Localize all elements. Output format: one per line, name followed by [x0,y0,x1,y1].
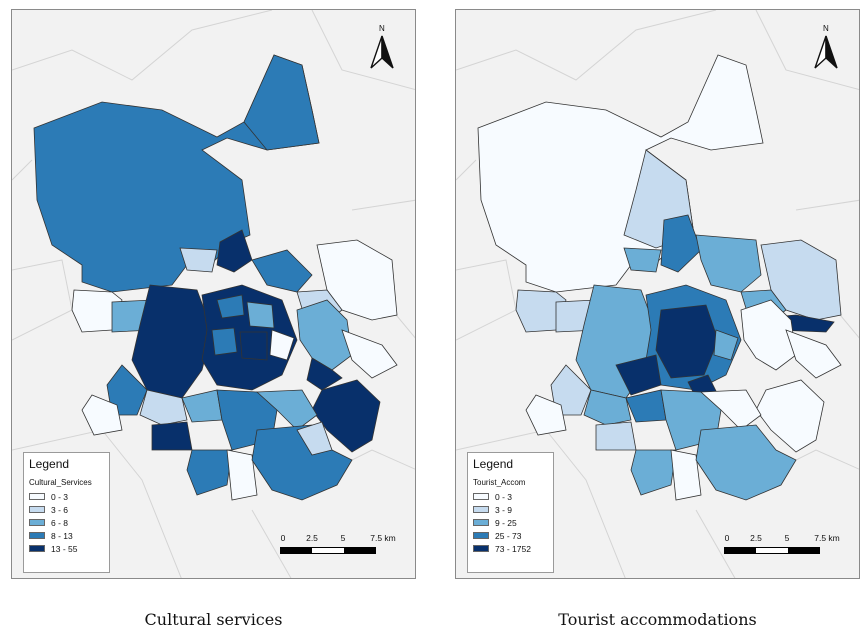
north-label: N [823,24,829,33]
legend-item: 8 - 13 [29,529,109,542]
legend-label: 9 - 25 [495,517,517,528]
district-e1 [740,299,797,371]
legend-title: Legend [473,457,514,471]
district-c1 [216,294,245,319]
scale-bar: 0 2.5 5 7.5 km [724,533,840,559]
legend-swatch [473,493,489,500]
choropleth-map [456,10,859,578]
scale-bar: 0 2.5 5 7.5 km [280,533,396,559]
legend-item: 73 - 1752 [473,542,553,555]
district-s2 [256,389,318,431]
legend-label: 73 - 1752 [495,543,531,554]
district-c4 [211,327,238,356]
scale-tick-label: 5 [340,533,346,543]
map-panel-cultural-services: N Legend Cultural_Services 0 - 3 3 - 6 6… [11,9,416,579]
legend-item: 13 - 55 [29,542,109,555]
legend-swatch [473,532,489,539]
district-sw5 [181,389,223,423]
district-nc1 [660,214,702,273]
legend-swatch [29,506,45,513]
scale-tick-label: 7.5 km [814,533,840,543]
district-sw3 [139,389,188,426]
district-c3 [713,329,739,361]
legend-label: 0 - 3 [51,491,69,502]
district-c3 [269,329,295,361]
legend-label: 25 - 73 [495,530,522,541]
district-s2 [700,389,762,431]
legend-label: 8 - 13 [51,530,73,541]
district-sw1 [106,364,148,416]
scale-tick-label: 5 [784,533,790,543]
map-panel-tourist-accommodations: N Legend Tourist_Accom 0 - 3 3 - 9 9 - 2… [455,9,860,579]
north-arrow-icon [370,35,394,69]
legend-label: 0 - 3 [495,491,513,502]
north-arrow-icon [814,35,838,69]
caption-cultural-services: Cultural services [144,610,283,629]
district-s3 [630,449,677,496]
district-s4 [670,449,702,501]
scale-tick-label: 0 [724,533,730,543]
north-arrow: N [811,24,841,69]
legend-item: 3 - 9 [473,503,553,516]
district-e3 [341,329,398,379]
district-e2 [306,357,343,391]
district-nc3 [695,234,762,293]
legend-item: 0 - 3 [473,490,553,503]
background-boundaries [456,10,859,578]
legend-item: 6 - 8 [29,516,109,529]
district-e3 [785,329,842,379]
district-s5 [296,421,333,456]
district-nc2 [623,247,662,273]
scale-tick-label: 0 [280,533,286,543]
district-c-west [615,354,662,396]
district-c2 [246,301,275,329]
district-north-lobe [243,54,320,151]
legend-field-name: Tourist_Accom [473,478,526,487]
district-sw1 [550,364,592,416]
district-sw2 [81,394,123,436]
north-label: N [379,24,385,33]
legend-title: Legend [29,457,70,471]
scale-bar-graphic [724,547,820,554]
district-c5 [239,331,268,361]
legend-swatch [29,519,45,526]
legend-item: 25 - 73 [473,529,553,542]
legend-item: 0 - 3 [29,490,109,503]
legend-swatch [473,545,489,552]
district-nc2 [179,247,218,273]
district-sw4 [595,421,637,451]
district-south-big [695,424,797,501]
district-center-core [655,304,719,379]
legend-swatch [473,519,489,526]
legend-label: 6 - 8 [51,517,69,528]
north-arrow: N [367,24,397,69]
scale-tick-label: 2.5 [306,533,318,543]
legend-label: 3 - 6 [51,504,69,515]
scale-tick-label: 7.5 km [370,533,396,543]
legend-item: 9 - 25 [473,516,553,529]
legend-label: 13 - 55 [51,543,78,554]
legend-item: 3 - 6 [29,503,109,516]
district-nc3 [251,249,313,293]
district-sw2 [525,394,567,436]
legend-swatch [29,545,45,552]
district-nc1 [216,229,253,273]
choropleth-map [12,10,415,578]
caption-tourist-accommodations: Tourist accommodations [558,610,757,629]
scale-tick-label: 2.5 [750,533,762,543]
legend: Legend Cultural_Services 0 - 3 3 - 6 6 -… [23,452,110,573]
district-e1 [296,299,353,371]
district-s3 [186,449,233,496]
legend-swatch [29,493,45,500]
legend: Legend Tourist_Accom 0 - 3 3 - 9 9 - 25 … [467,452,554,573]
legend-swatch [29,532,45,539]
district-s4 [226,449,258,501]
legend-swatch [473,506,489,513]
legend-field-name: Cultural_Services [29,478,92,487]
scale-bar-graphic [280,547,376,554]
legend-label: 3 - 9 [495,504,513,515]
district-sw3 [583,389,632,426]
district-sw4 [151,421,193,451]
